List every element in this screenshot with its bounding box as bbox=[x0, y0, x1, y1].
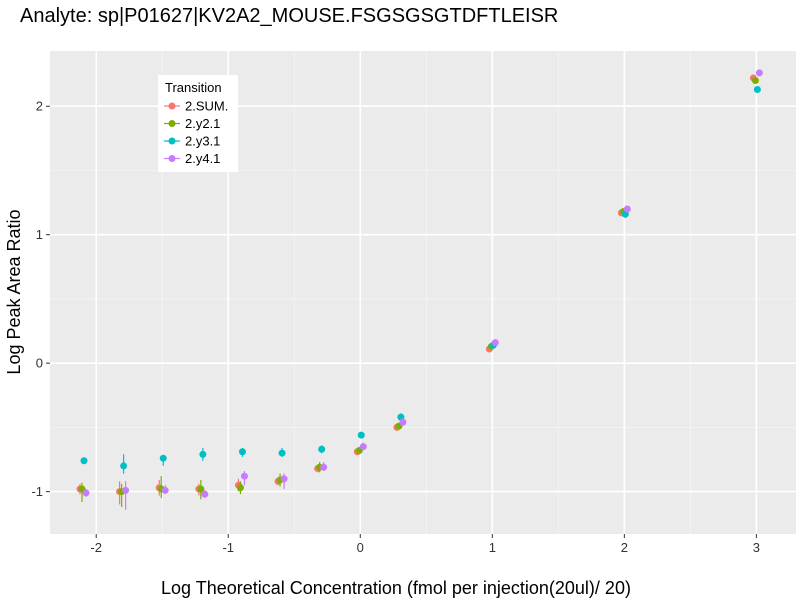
data-point bbox=[122, 486, 130, 494]
legend-item: 2.y4.1 bbox=[164, 151, 220, 166]
legend-title: Transition bbox=[165, 80, 222, 95]
data-point bbox=[159, 454, 167, 462]
legend-item: 2.SUM. bbox=[164, 99, 228, 114]
data-point bbox=[240, 472, 248, 480]
data-point bbox=[753, 86, 761, 94]
data-point bbox=[120, 462, 128, 470]
y-axis-title: Log Peak Area Ratio bbox=[4, 209, 24, 374]
data-point bbox=[82, 489, 90, 497]
y-axis: -1 0 1 2 bbox=[31, 99, 50, 499]
data-point bbox=[751, 77, 759, 85]
legend-item: 2.y2.1 bbox=[164, 116, 220, 131]
data-point bbox=[399, 418, 407, 426]
data-point bbox=[623, 205, 631, 213]
chart-title: Analyte: sp|P01627|KV2A2_MOUSE.FSGSGSGTD… bbox=[20, 5, 558, 27]
x-tick-label: 3 bbox=[753, 540, 760, 555]
data-point bbox=[80, 457, 88, 465]
data-point bbox=[197, 485, 205, 493]
legend-key-point bbox=[168, 155, 176, 162]
series-2.y4.1 bbox=[82, 69, 763, 510]
y-tick-label: 1 bbox=[36, 227, 43, 242]
legend-label: 2.SUM. bbox=[185, 99, 228, 114]
y-tick-label: 2 bbox=[36, 99, 43, 114]
data-point bbox=[357, 431, 365, 439]
data-point bbox=[199, 450, 207, 458]
x-tick-label: 2 bbox=[621, 540, 628, 555]
data-point bbox=[755, 69, 763, 77]
y-tick-label: 0 bbox=[36, 356, 43, 371]
data-point bbox=[318, 445, 326, 453]
data-point bbox=[278, 449, 286, 457]
legend-key-point bbox=[168, 102, 176, 110]
legend-items: 2.SUM. 2.y2.1 2.y3.1 2.y4.1 bbox=[164, 99, 228, 166]
x-tick-label: 0 bbox=[357, 540, 364, 555]
legend-key-point bbox=[168, 137, 176, 145]
data-marks bbox=[76, 69, 763, 510]
data-point bbox=[201, 490, 209, 498]
legend-item: 2.y3.1 bbox=[164, 134, 220, 149]
data-point bbox=[236, 484, 244, 492]
legend: Transition 2.SUM. 2.y2.1 2.y3.1 2.y4.1 bbox=[158, 75, 238, 172]
data-point bbox=[491, 339, 499, 347]
x-tick-label: -1 bbox=[222, 540, 234, 555]
x-tick-label: -2 bbox=[90, 540, 102, 555]
x-axis-title: Log Theoretical Concentration (fmol per … bbox=[161, 578, 631, 598]
data-point bbox=[238, 448, 246, 456]
legend-label: 2.y3.1 bbox=[185, 134, 220, 149]
legend-label: 2.y2.1 bbox=[185, 116, 220, 131]
x-tick-label: 1 bbox=[489, 540, 496, 555]
data-point bbox=[161, 486, 169, 494]
data-point bbox=[359, 443, 367, 451]
legend-key-point bbox=[168, 120, 176, 127]
data-point bbox=[320, 463, 328, 471]
legend-label: 2.y4.1 bbox=[185, 151, 220, 166]
x-axis: -2 -1 0 1 2 3 bbox=[90, 534, 760, 555]
data-point bbox=[280, 475, 288, 483]
y-tick-label: -1 bbox=[31, 484, 43, 499]
